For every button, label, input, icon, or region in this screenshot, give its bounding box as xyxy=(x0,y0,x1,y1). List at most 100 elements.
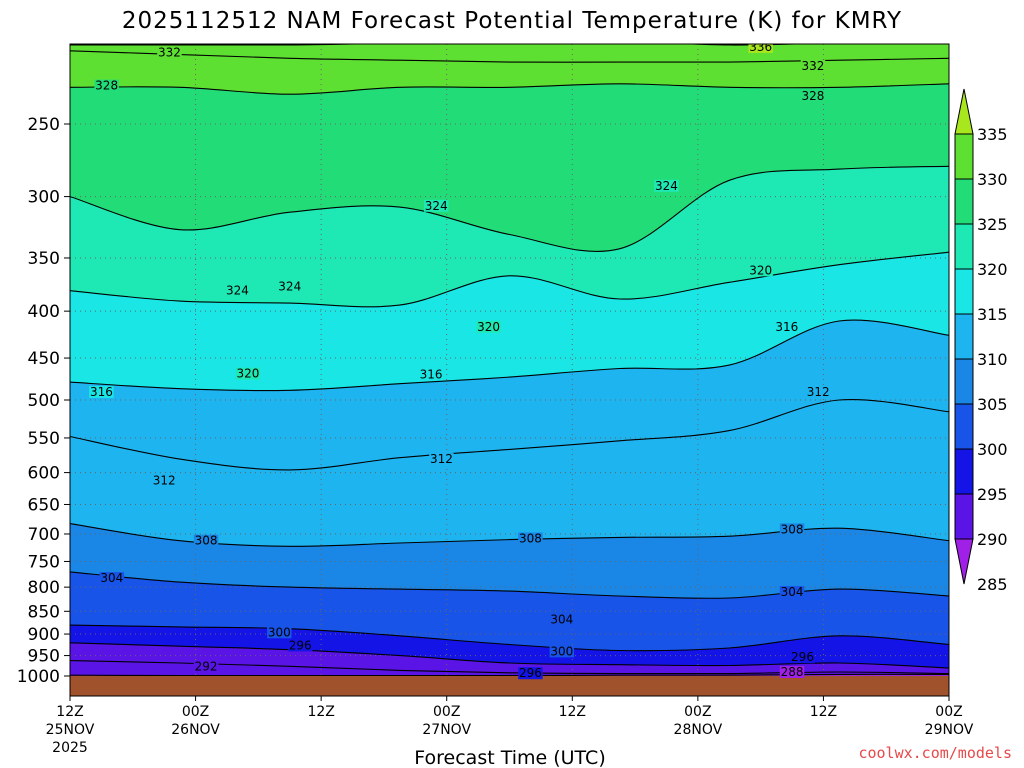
x-tick-time-label: 12Z xyxy=(56,704,83,720)
contour-label-bg xyxy=(774,320,800,333)
colorbar-label: 320 xyxy=(977,260,1008,279)
colorbar-label: 310 xyxy=(977,350,1008,369)
fill-band-292 xyxy=(70,660,949,676)
y-tick-label: 250 xyxy=(28,115,60,135)
contour-label: 300 xyxy=(268,625,291,639)
x-tick-time-label: 00Z xyxy=(182,704,209,720)
y-tick-label: 600 xyxy=(28,464,60,484)
plot-area: 332 336 332 328 328 324 324 324 324 320 320 316 320 3… xyxy=(70,44,949,696)
contour-320 xyxy=(70,251,949,308)
contour-label: 324 xyxy=(278,280,301,294)
fill-band-304 xyxy=(70,571,949,651)
y-tick-label: 850 xyxy=(28,602,60,622)
contour-label: 332 xyxy=(802,59,825,73)
fill-band-320 xyxy=(70,252,949,391)
contour-label-bg xyxy=(157,46,182,59)
y-tick-label: 500 xyxy=(28,391,60,411)
contour-label: 296 xyxy=(519,666,542,680)
contour-label: 316 xyxy=(90,385,113,399)
x-tick-time-label: 00Z xyxy=(433,704,460,720)
fill-band-336 xyxy=(70,44,949,63)
y-tick-label: 700 xyxy=(28,525,60,545)
x-tick-date-label: 25NOV xyxy=(46,722,95,738)
contour-328 xyxy=(70,83,949,95)
contour-label-bg xyxy=(193,660,219,673)
contour-label-bg xyxy=(518,532,543,545)
contour-label: 328 xyxy=(802,89,825,103)
contour-label: 332 xyxy=(158,46,181,60)
contour-label-bg xyxy=(418,368,444,381)
contour-label-bg xyxy=(549,645,575,658)
colorbar-swatch xyxy=(954,313,974,360)
contour-label-bg xyxy=(476,320,501,333)
contour-label: 316 xyxy=(420,368,443,382)
contour-label: 304 xyxy=(550,613,573,627)
fill-band-312 xyxy=(70,399,949,547)
colorbar-label: 315 xyxy=(977,305,1008,324)
contour-label: 320 xyxy=(477,320,500,334)
x-tick-time-label: 00Z xyxy=(684,704,711,720)
contour-312 xyxy=(70,398,949,471)
x-tick-date-label: 29NOV xyxy=(925,722,974,738)
contour-label-bg xyxy=(805,385,831,398)
colorbar-swatch xyxy=(954,403,974,450)
contour-label-bg xyxy=(748,264,773,277)
x-tick-time-label: 12Z xyxy=(810,704,837,720)
x-tick-date-label: 26NOV xyxy=(171,722,220,738)
contour-label-bg xyxy=(549,613,575,626)
colorbar-swatch xyxy=(954,448,974,495)
fill-band-328 xyxy=(70,83,949,252)
y-tick-label: 550 xyxy=(28,429,60,449)
contour-324 xyxy=(70,165,949,252)
colorbar-label: 290 xyxy=(977,530,1008,549)
contour-304 xyxy=(70,571,949,599)
contour-label: 324 xyxy=(655,179,678,193)
fill-band-324 xyxy=(70,166,949,307)
x-axis: 12Z 25NOV 2025 00Z 26NOV 12Z 00Z 27NOV 12Z 00Z 28N… xyxy=(46,696,974,756)
colorbar-swatch xyxy=(954,268,974,315)
contour-label: 300 xyxy=(550,644,573,658)
contour-label: 324 xyxy=(425,199,448,213)
contour-label-bg xyxy=(94,79,119,92)
y-tick-label: 350 xyxy=(28,249,60,269)
colorbar-swatch xyxy=(954,178,974,225)
colorbar-swatch xyxy=(954,133,974,180)
fill-band-316 xyxy=(70,320,949,470)
colorbar: 335 330 325 320 315 310 305 300 295 290 285 xyxy=(954,88,1008,594)
contour-label: 308 xyxy=(195,534,218,548)
credit-text[interactable]: coolwx.com/models xyxy=(858,744,1012,762)
contour-label: 308 xyxy=(519,532,542,546)
x-axis-title: Forecast Time (UTC) xyxy=(414,747,605,768)
chart-title: 2025112512 NAM Forecast Potential Temper… xyxy=(122,8,902,34)
contour-label-bg xyxy=(99,572,125,585)
contour-300 xyxy=(70,624,949,652)
contour-label-bg xyxy=(654,179,679,192)
x-tick-date-label: 28NOV xyxy=(674,722,723,738)
contour-label-bg xyxy=(800,89,826,102)
contour-label: 308 xyxy=(781,522,804,536)
colorbar-label: 325 xyxy=(977,215,1008,234)
y-tick-label: 950 xyxy=(28,647,60,667)
y-tick-label: 1000 xyxy=(17,667,60,687)
y-tick-label: 750 xyxy=(28,552,60,572)
contour-label-bg xyxy=(267,626,292,639)
x-tick-year-label: 2025 xyxy=(52,740,88,756)
contour-label-bg xyxy=(800,59,826,72)
contour-label: 292 xyxy=(195,660,218,674)
contour-336 xyxy=(70,44,815,46)
contour-label-bg xyxy=(779,586,805,599)
contour-label-bg xyxy=(779,665,805,678)
contour-label-bg xyxy=(277,280,302,293)
ground-fill xyxy=(70,676,949,696)
y-tick-label: 300 xyxy=(28,188,60,208)
y-tick-label: 900 xyxy=(28,625,60,645)
temperature-fill-layer xyxy=(70,44,949,696)
contour-label: 312 xyxy=(430,452,453,466)
contour-label-bg xyxy=(748,44,773,53)
contour-label-bg xyxy=(790,651,815,664)
contour-label: 324 xyxy=(226,284,249,298)
ground-layer xyxy=(70,676,949,696)
contour-label-bg xyxy=(287,639,313,652)
